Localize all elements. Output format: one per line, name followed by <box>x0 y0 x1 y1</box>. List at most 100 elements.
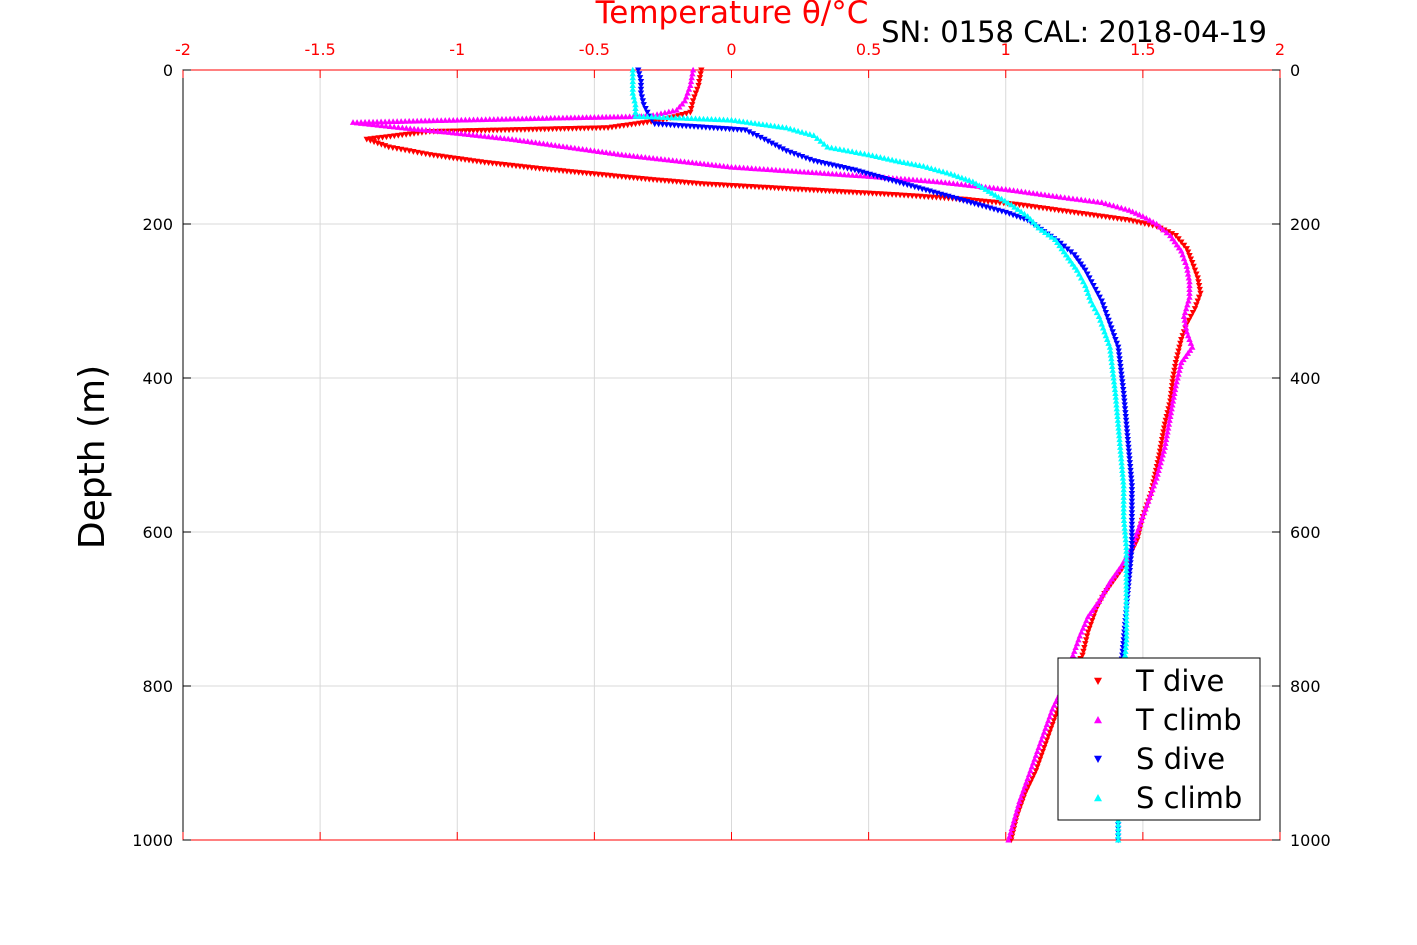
y-tick-label: 1000 <box>132 831 173 850</box>
data-point <box>1185 274 1193 281</box>
data-point <box>732 117 739 124</box>
data-point <box>657 155 665 162</box>
data-point <box>1060 243 1068 250</box>
data-point <box>732 164 739 170</box>
data-point <box>454 116 461 123</box>
data-point <box>377 118 385 125</box>
data-point <box>446 129 453 135</box>
data-point <box>1086 197 1093 204</box>
data-point <box>457 130 465 137</box>
data-point <box>421 117 429 124</box>
data-point <box>680 114 687 121</box>
chart-title: Temperature θ/°C <box>595 0 869 31</box>
data-point <box>844 147 852 154</box>
data-point <box>689 66 697 73</box>
data-point <box>1128 540 1136 547</box>
data-point <box>1182 320 1189 327</box>
data-point <box>792 168 800 174</box>
data-point <box>697 71 704 78</box>
data-point <box>761 136 768 143</box>
data-point <box>366 120 373 127</box>
data-point <box>1123 551 1130 558</box>
data-point <box>1082 637 1090 643</box>
data-point <box>1114 413 1121 420</box>
data-point <box>1125 448 1133 455</box>
y-tick-label: 0 <box>163 61 173 80</box>
data-point <box>430 127 437 134</box>
data-point <box>756 165 763 172</box>
data-point <box>626 152 633 159</box>
data-point <box>829 170 836 177</box>
data-point <box>892 157 900 164</box>
data-point <box>1086 625 1093 632</box>
data-point <box>547 114 554 121</box>
data-point <box>1032 768 1040 774</box>
data-point <box>1114 825 1122 832</box>
data-point <box>1089 301 1097 308</box>
data-point <box>551 114 558 121</box>
data-point <box>1128 533 1136 540</box>
data-point <box>490 116 498 122</box>
data-point <box>481 133 488 139</box>
data-point <box>861 172 868 179</box>
data-point <box>634 153 641 160</box>
data-point <box>1011 813 1019 820</box>
data-point <box>695 82 702 89</box>
data-point <box>764 166 771 173</box>
data-point <box>1128 510 1136 516</box>
data-point <box>1112 397 1120 404</box>
data-point <box>1189 259 1196 266</box>
data-point <box>692 90 700 97</box>
data-point <box>1128 479 1135 486</box>
data-point <box>1082 197 1089 203</box>
data-point <box>1158 437 1166 443</box>
data-point <box>873 153 880 160</box>
data-point <box>1026 189 1033 196</box>
data-point <box>728 116 735 123</box>
data-point <box>606 149 614 156</box>
legend-marker <box>1094 677 1102 685</box>
data-point <box>1123 617 1130 624</box>
data-point <box>700 160 708 167</box>
data-point <box>1025 783 1032 790</box>
data-point <box>812 169 820 176</box>
data-point <box>1156 223 1164 230</box>
data-point <box>397 118 405 124</box>
data-point <box>1153 463 1161 470</box>
data-point <box>644 109 651 116</box>
data-point <box>1175 348 1182 355</box>
data-point <box>438 117 445 123</box>
data-point <box>808 169 816 176</box>
data-point <box>1191 306 1199 312</box>
data-point <box>1035 760 1042 767</box>
data-point <box>669 107 676 114</box>
data-point <box>1029 218 1037 225</box>
data-point <box>664 114 671 121</box>
data-point <box>1121 521 1128 527</box>
data-point <box>1041 191 1049 198</box>
data-point <box>425 117 433 124</box>
data-point <box>1045 231 1052 238</box>
data-point <box>1021 210 1028 217</box>
data-point <box>1127 467 1134 474</box>
data-point <box>849 171 856 178</box>
data-point <box>775 144 783 151</box>
data-point <box>1034 764 1041 771</box>
data-point <box>635 67 642 74</box>
data-point <box>1096 294 1103 301</box>
data-point <box>836 146 844 152</box>
data-point <box>1035 224 1042 231</box>
data-point <box>1197 290 1204 297</box>
data-point <box>1084 271 1091 278</box>
data-point <box>1168 383 1176 389</box>
data-point <box>693 159 700 166</box>
data-point <box>853 149 860 155</box>
data-point <box>1080 278 1087 285</box>
data-point <box>373 118 381 125</box>
data-point <box>1123 628 1130 635</box>
data-point <box>1122 644 1129 651</box>
data-point <box>1159 451 1166 458</box>
data-point <box>1113 405 1121 412</box>
data-point <box>824 143 831 150</box>
data-point <box>1117 363 1124 370</box>
